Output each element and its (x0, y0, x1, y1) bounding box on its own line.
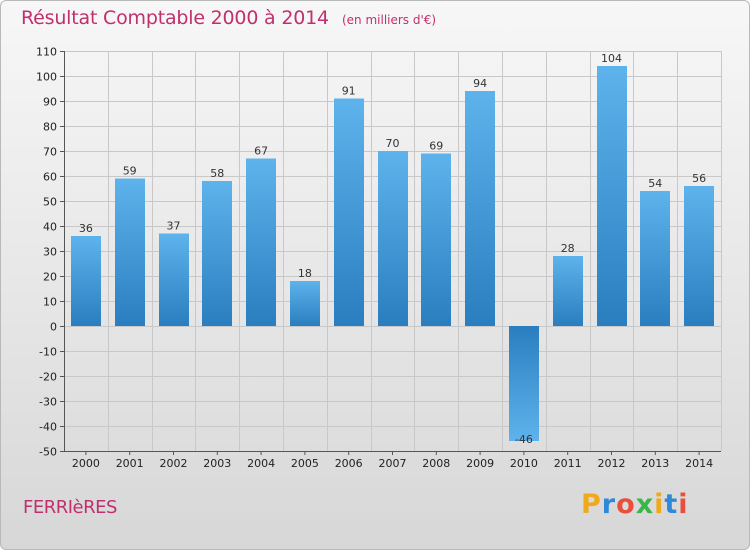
y-tick-label: 110 (36, 46, 57, 59)
bar-value-label: 58 (210, 167, 224, 180)
bar-2014 (684, 186, 714, 326)
y-tick-label: -10 (39, 346, 57, 359)
y-tick-label: -40 (39, 421, 57, 434)
y-tick-label: 50 (43, 196, 57, 209)
bar-2002 (159, 233, 189, 326)
y-tick-label: 70 (43, 146, 57, 159)
bar-2004 (246, 158, 276, 326)
axes: 1101009080706050403020100-10-20-30-40-50… (36, 46, 721, 470)
x-tick-label: 2012 (598, 457, 626, 470)
y-tick-label: -20 (39, 371, 57, 384)
x-tick-label: 2005 (291, 457, 319, 470)
bar-2011 (553, 256, 583, 326)
y-tick-label: -30 (39, 396, 57, 409)
bar-2001 (115, 178, 145, 326)
bar-2010 (509, 326, 539, 441)
bar-value-label: 37 (167, 220, 181, 233)
y-tick-label: -50 (39, 446, 57, 459)
y-tick-label: 30 (43, 246, 57, 259)
x-tick-label: 2014 (685, 457, 713, 470)
commune-name: FERRIèRES (23, 497, 117, 518)
bar-2000 (71, 236, 101, 326)
x-tick-label: 2000 (72, 457, 100, 470)
bar-value-label: 104 (601, 52, 622, 65)
y-tick-label: 90 (43, 96, 57, 109)
x-tick-label: 2001 (116, 457, 144, 470)
x-tick-label: 2007 (379, 457, 407, 470)
x-tick-label: 2004 (247, 457, 275, 470)
bar-2007 (378, 151, 408, 326)
y-tick-label: 20 (43, 271, 57, 284)
bar-value-label: 59 (123, 165, 137, 178)
y-tick-label: 60 (43, 171, 57, 184)
x-tick-label: 2009 (466, 457, 494, 470)
bar-2008 (421, 153, 451, 326)
logo-letter: i (654, 489, 665, 520)
proxiti-logo: Proxiti (581, 489, 689, 520)
bar-2006 (334, 98, 364, 326)
bar-value-label: -46 (515, 433, 533, 446)
logo-letter: i (678, 489, 689, 520)
bar-value-label: 36 (79, 222, 93, 235)
logo-letter: P (581, 489, 602, 520)
x-tick-label: 2006 (335, 457, 363, 470)
bar-value-label: 94 (473, 77, 487, 90)
chart-title: Résultat Comptable 2000 à 2014 (21, 7, 329, 29)
x-tick-label: 2010 (510, 457, 538, 470)
x-tick-label: 2013 (641, 457, 669, 470)
bar-2009 (465, 91, 495, 326)
x-tick-label: 2011 (554, 457, 582, 470)
chart-subtitle: (en milliers d'€) (341, 13, 437, 27)
bar-value-label: 70 (386, 137, 400, 150)
y-tick-label: 100 (36, 71, 57, 84)
bars (71, 66, 714, 441)
bar-value-labels: 36 59 37 58 67 18 91 70 69 94 -46 28 104 54 56 (79, 52, 706, 446)
logo-letter: x (635, 489, 655, 520)
logo-letter: r (601, 489, 617, 520)
bar-2013 (640, 191, 670, 326)
bar-2003 (202, 181, 232, 326)
bar-value-label: 18 (298, 267, 312, 280)
bar-value-label: 67 (254, 145, 268, 158)
bar-2005 (290, 281, 320, 326)
chart-title-block: Résultat Comptable 2000 à 2014 (en milli… (21, 7, 436, 29)
bar-2012 (597, 66, 627, 326)
x-tick-label: 2002 (160, 457, 188, 470)
y-tick-label: 0 (50, 321, 57, 334)
logo-letter: t (664, 489, 679, 520)
y-tick-label: 40 (43, 221, 57, 234)
x-tick-label: 2008 (422, 457, 450, 470)
bar-value-label: 56 (692, 172, 706, 185)
y-tick-label: 80 (43, 121, 57, 134)
logo-letter: o (616, 489, 636, 520)
bar-value-label: 54 (648, 177, 662, 190)
bar-value-label: 91 (342, 85, 356, 98)
bar-value-label: 69 (429, 140, 443, 153)
x-tick-label: 2003 (203, 457, 231, 470)
bar-value-label: 28 (561, 242, 575, 255)
y-tick-label: 10 (43, 296, 57, 309)
